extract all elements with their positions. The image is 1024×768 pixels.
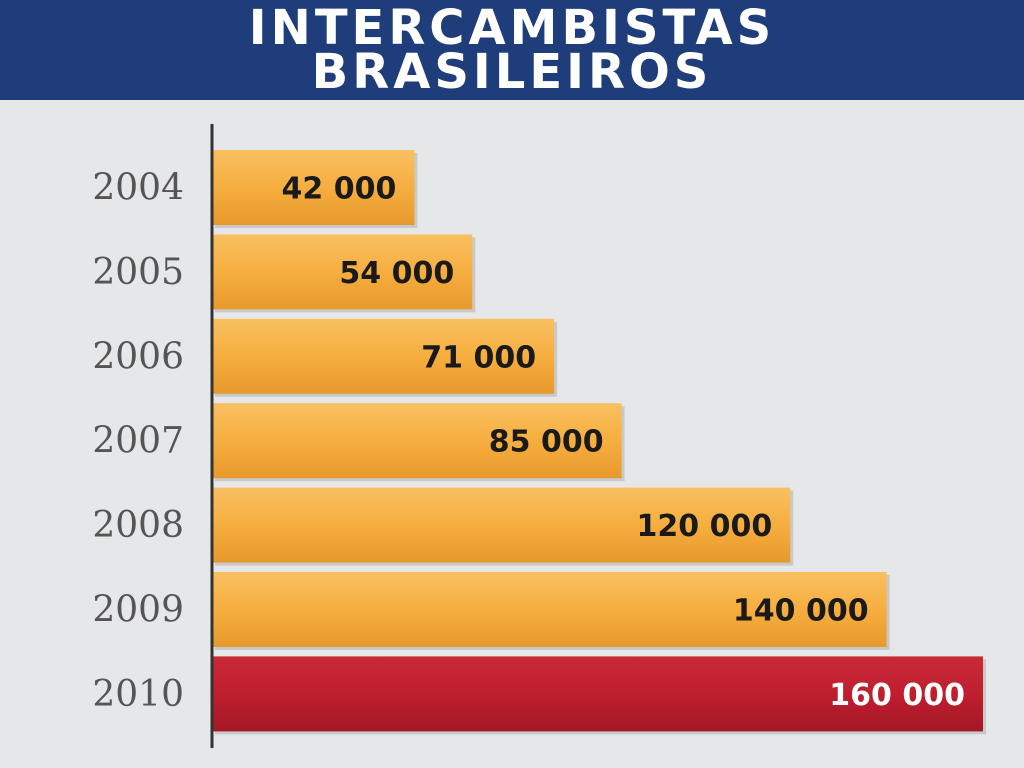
- value-label-2008: 120 000: [637, 509, 773, 544]
- value-label-2007: 85 000: [489, 425, 604, 460]
- value-label-2009: 140 000: [733, 594, 869, 629]
- category-label-2004: 2004: [92, 168, 184, 209]
- value-label-2005: 54 000: [339, 256, 454, 291]
- value-label-2010: 160 000: [829, 678, 965, 713]
- bar-2009: [212, 572, 887, 647]
- bar-2005: [212, 234, 473, 310]
- value-label-2006: 71 000: [421, 340, 536, 375]
- category-label-2005: 2005: [92, 252, 184, 293]
- value-label-2004: 42 000: [282, 172, 397, 207]
- bar-2010: [212, 656, 983, 732]
- category-label-2006: 2006: [92, 336, 184, 377]
- bar-2004: [212, 150, 415, 225]
- bar-2008: [212, 487, 791, 563]
- category-label-2009: 2009: [92, 590, 184, 631]
- bar-2006: [212, 318, 555, 394]
- category-label-2010: 2010: [92, 674, 184, 715]
- bar-2007: [212, 403, 622, 479]
- chart-title-line-1: INTERCAMBISTAS: [248, 0, 776, 56]
- bars-layer: [212, 150, 986, 735]
- title-banner: INTERCAMBISTAS BRASILEIROS: [0, 0, 1024, 100]
- category-label-2008: 2008: [92, 505, 184, 546]
- category-label-2007: 2007: [92, 421, 184, 462]
- chart-title-line-2: BRASILEIROS: [311, 44, 713, 100]
- labels-layer: 2004 42 000 2005 54 000 2006 71 000 2007 85 000…: [92, 168, 965, 715]
